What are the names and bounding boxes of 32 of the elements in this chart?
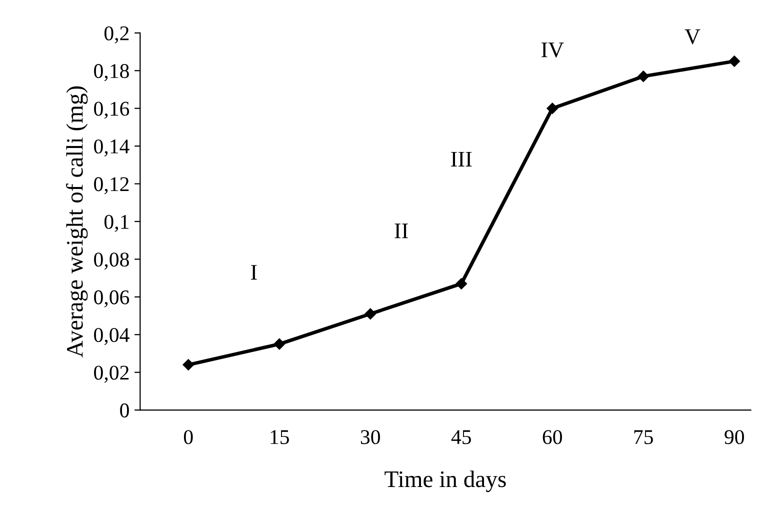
annotation: V <box>684 29 700 44</box>
y-tick-label: 0,08 <box>94 252 129 270</box>
y-tick-label: 0,2 <box>104 26 129 44</box>
point <box>728 56 740 67</box>
y-tick-label: 0 <box>120 403 129 418</box>
y-tick-label: 0,18 <box>94 64 129 82</box>
y-tick-label: 0,14 <box>94 139 130 157</box>
x-tick-label: 30 <box>360 430 380 444</box>
y-tick-label: 0,04 <box>94 328 130 346</box>
point <box>638 70 649 82</box>
point <box>182 359 194 370</box>
y-tick-label: 0,16 <box>94 102 130 119</box>
point <box>274 338 285 350</box>
y-tick-label: 0,1 <box>104 214 128 232</box>
x-tick-label: 90 <box>724 430 744 444</box>
annotation: II <box>394 224 408 238</box>
annotation: I <box>250 265 257 280</box>
y-tick-label: 0,06 <box>94 290 130 308</box>
x-tick-label: 0 <box>184 430 193 444</box>
x-axis-title: Time in days <box>384 470 506 492</box>
x-tick-label: 60 <box>542 430 562 444</box>
y-axis-title: Average weight of calli (mg) <box>66 86 88 358</box>
x-tick-label: 15 <box>270 430 289 444</box>
y-tick-label: 0,02 <box>94 366 129 383</box>
point <box>546 102 558 114</box>
point <box>364 308 376 320</box>
y-tick-label: 0,12 <box>94 177 129 194</box>
annotation: IV <box>541 42 564 58</box>
annotation: III <box>451 152 472 166</box>
point <box>456 278 467 290</box>
x-tick-label: 45 <box>451 430 471 444</box>
x-tick-label: 75 <box>634 430 653 444</box>
